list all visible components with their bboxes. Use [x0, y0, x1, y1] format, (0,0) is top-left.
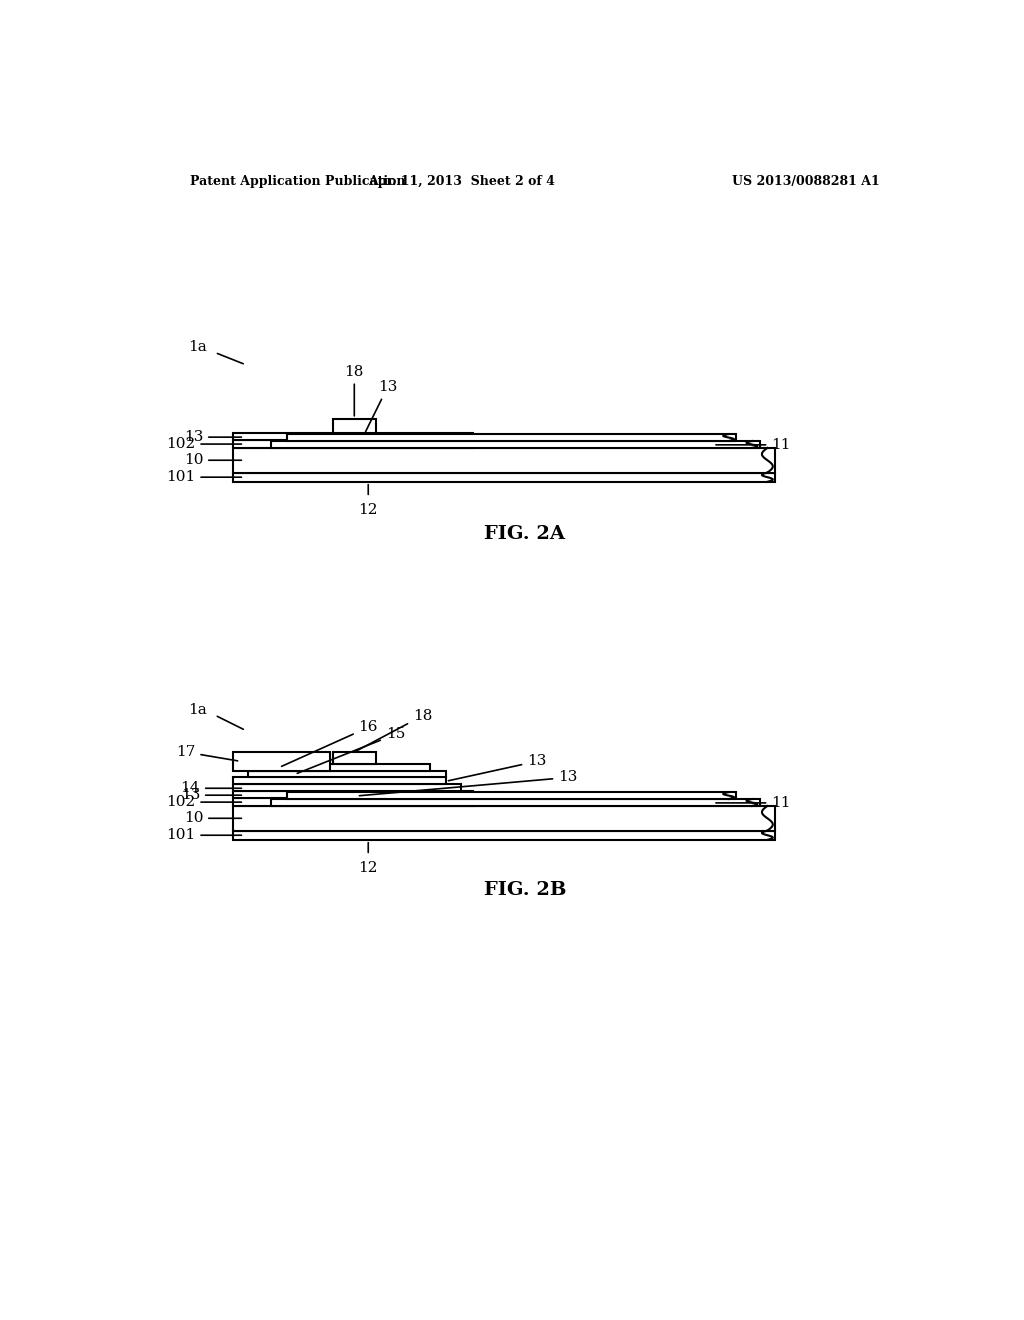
Text: 15: 15: [297, 727, 406, 774]
Bar: [271, 799, 760, 807]
Text: 16: 16: [282, 721, 378, 767]
Text: FIG. 2B: FIG. 2B: [483, 880, 566, 899]
Text: 11: 11: [716, 796, 791, 810]
Bar: [232, 792, 473, 799]
Text: 1a: 1a: [188, 702, 207, 717]
Bar: [232, 441, 473, 447]
Bar: [287, 792, 736, 799]
Bar: [232, 784, 461, 792]
Bar: [232, 807, 775, 830]
Bar: [271, 441, 760, 447]
Text: 13: 13: [183, 430, 242, 444]
Text: 18: 18: [356, 709, 432, 751]
Bar: [287, 434, 736, 441]
Bar: [334, 776, 376, 799]
Text: 14: 14: [180, 781, 242, 795]
Text: Apr. 11, 2013  Sheet 2 of 4: Apr. 11, 2013 Sheet 2 of 4: [368, 176, 555, 187]
Text: US 2013/0088281 A1: US 2013/0088281 A1: [732, 176, 881, 187]
Bar: [232, 752, 330, 771]
Bar: [248, 763, 430, 771]
Text: FIG. 2A: FIG. 2A: [484, 525, 565, 543]
Bar: [232, 447, 775, 473]
Bar: [334, 418, 376, 441]
Text: 101: 101: [166, 470, 242, 484]
Bar: [232, 830, 775, 840]
Text: 17: 17: [176, 744, 238, 760]
Text: 12: 12: [358, 503, 378, 517]
Bar: [232, 473, 775, 482]
Text: 10: 10: [183, 812, 242, 825]
Text: 13: 13: [449, 754, 547, 780]
Text: 18: 18: [345, 364, 364, 416]
Text: 11: 11: [716, 438, 791, 451]
Text: 101: 101: [166, 828, 242, 842]
Text: Patent Application Publication: Patent Application Publication: [190, 176, 406, 187]
Bar: [334, 752, 376, 763]
Text: 13: 13: [359, 771, 578, 796]
Text: 10: 10: [183, 453, 242, 467]
Text: 13: 13: [366, 380, 397, 432]
Text: 13: 13: [180, 788, 242, 803]
Bar: [232, 799, 473, 807]
Text: 102: 102: [166, 437, 242, 451]
Text: 102: 102: [166, 795, 242, 809]
Bar: [232, 433, 473, 441]
Text: 1a: 1a: [188, 341, 207, 354]
Bar: [232, 777, 445, 784]
Bar: [248, 771, 445, 777]
Text: 12: 12: [358, 862, 378, 875]
